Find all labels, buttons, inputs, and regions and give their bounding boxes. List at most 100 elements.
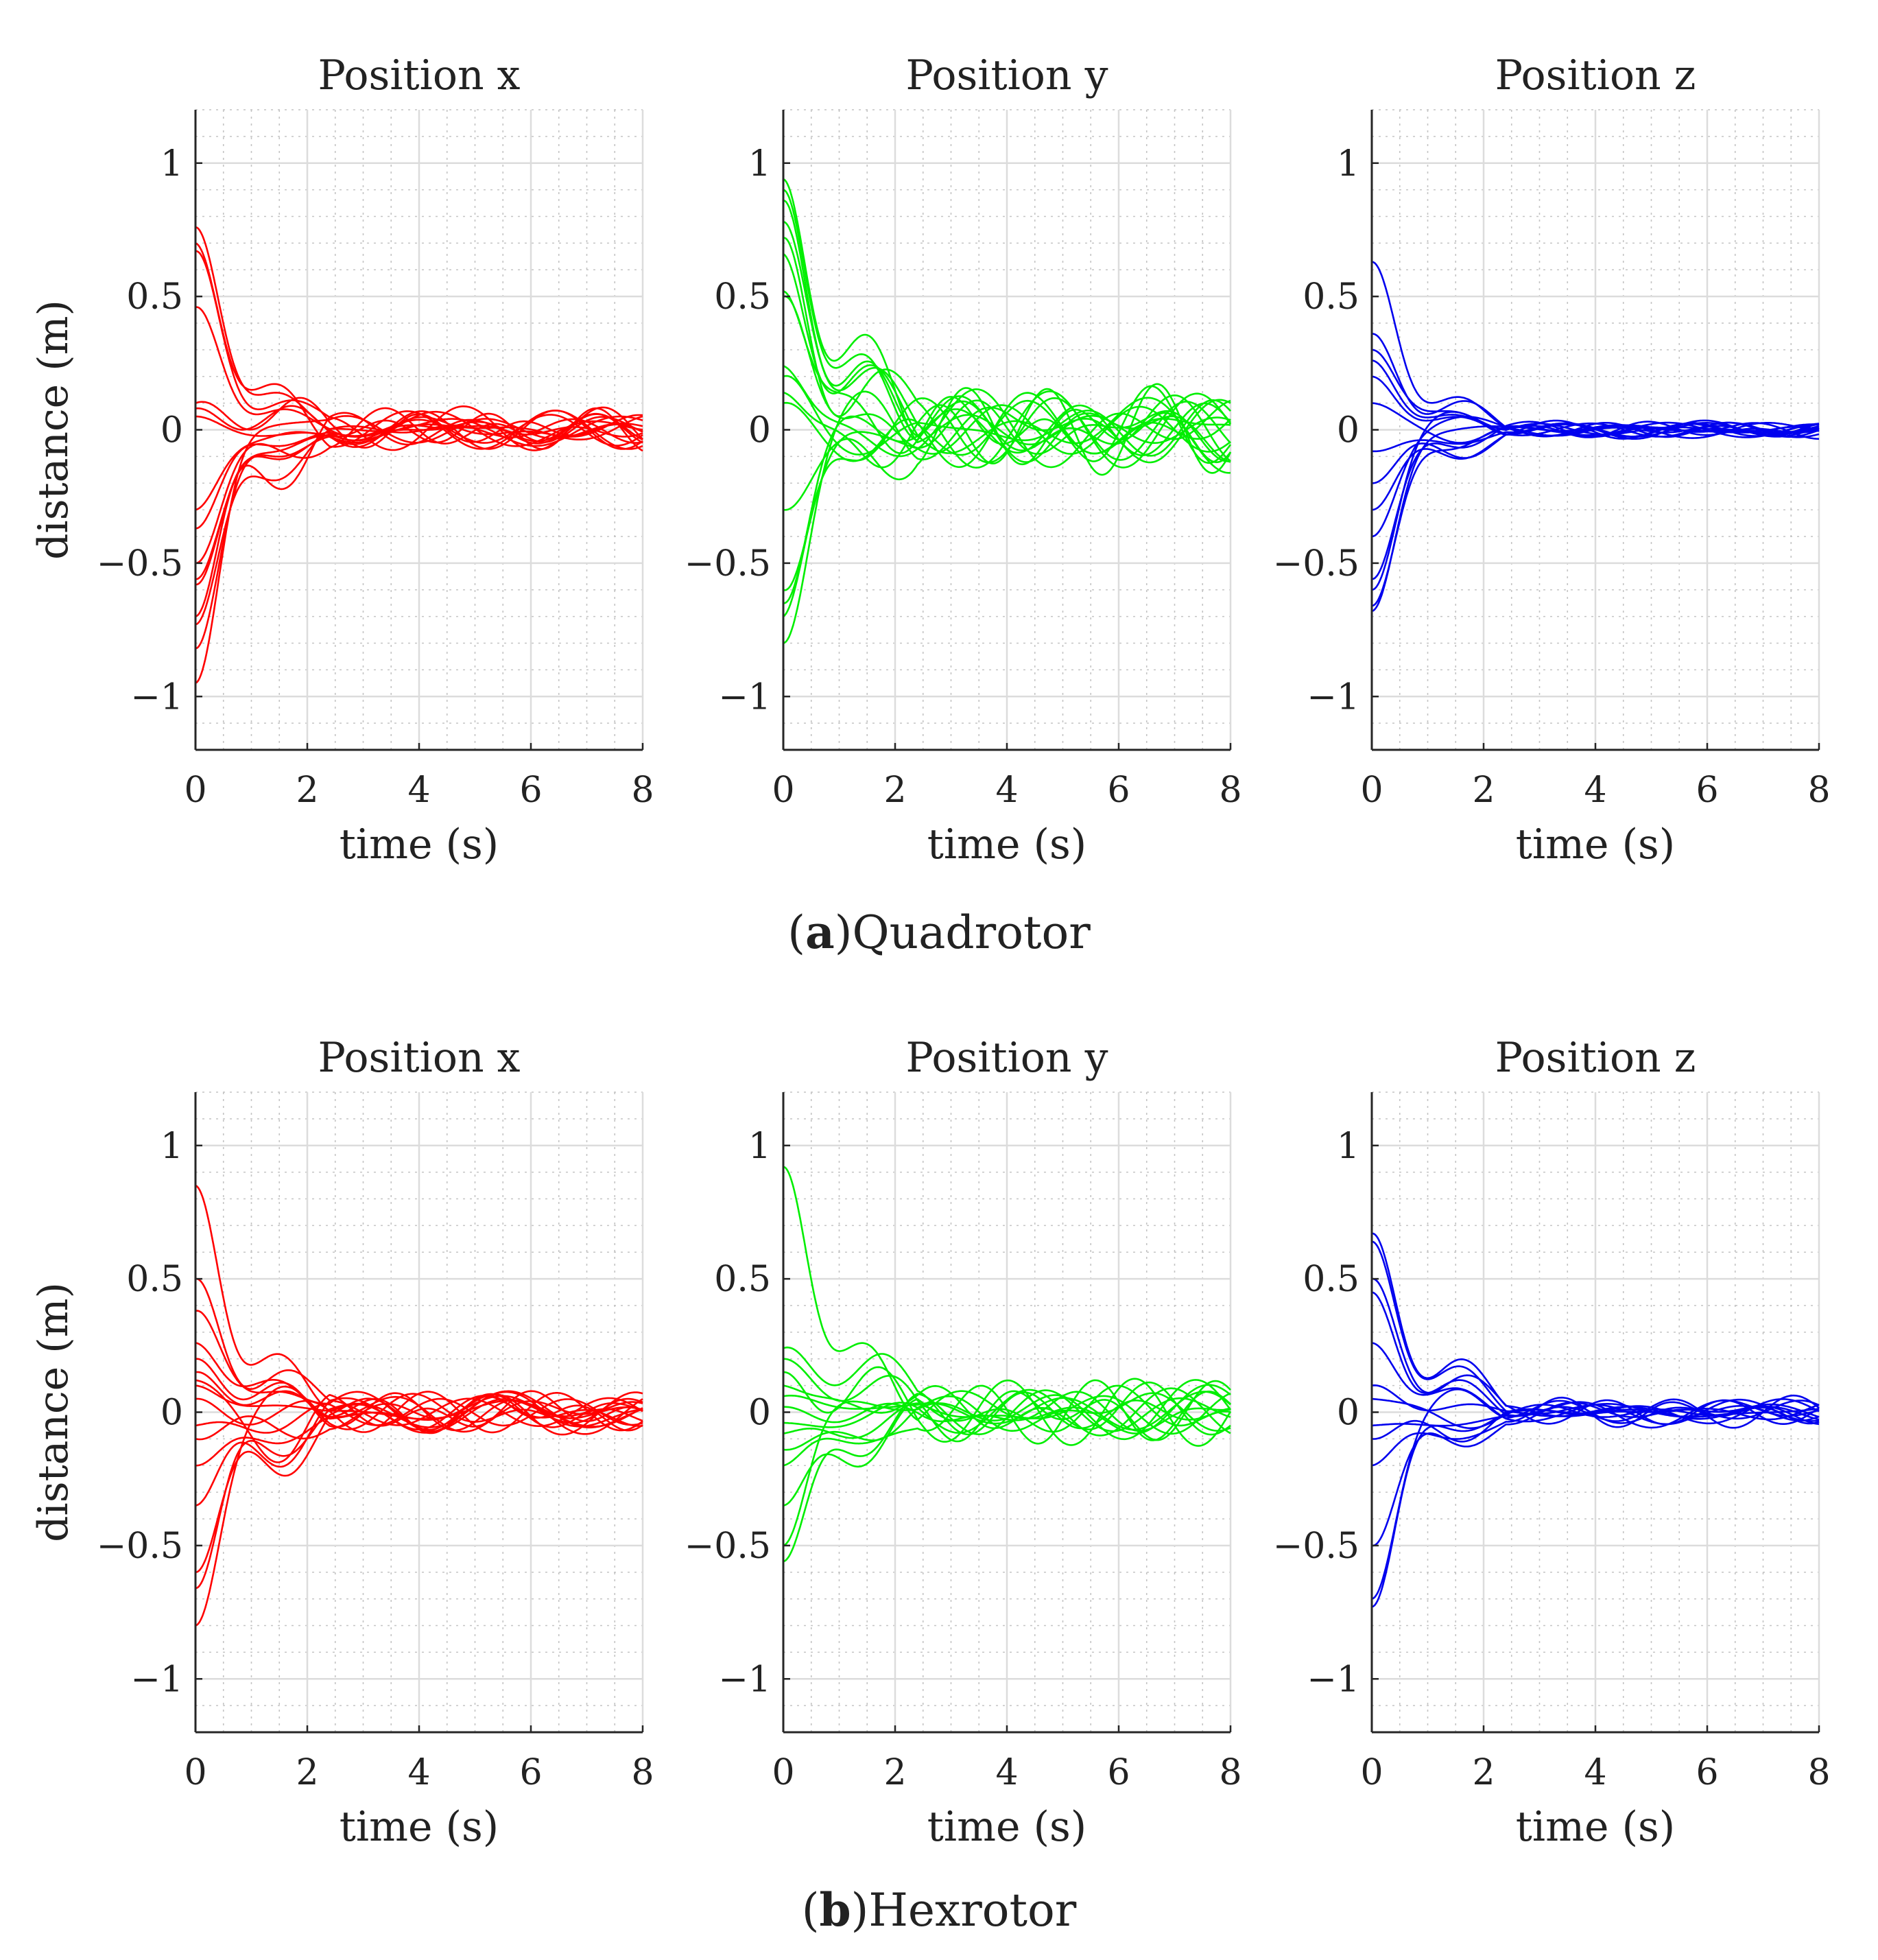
y-tick-label: −1 bbox=[718, 676, 771, 718]
x-tick-label: 0 bbox=[184, 770, 206, 811]
chart-title: Position y bbox=[905, 51, 1108, 99]
series-line bbox=[1371, 261, 1820, 438]
y-tick-label: 1 bbox=[748, 143, 771, 185]
y-tick-label: 0 bbox=[748, 410, 771, 451]
y-tick-label: 0.5 bbox=[714, 276, 771, 318]
series-line bbox=[195, 1391, 643, 1590]
x-axis-label: time (s) bbox=[927, 820, 1086, 869]
y-tick-label: 0 bbox=[1337, 1393, 1359, 1434]
series-line bbox=[783, 1391, 1231, 1432]
series-line bbox=[195, 1384, 643, 1428]
chart-title: Position z bbox=[1495, 51, 1696, 99]
x-tick-label: 0 bbox=[184, 1752, 206, 1793]
x-tick-label: 0 bbox=[1360, 1752, 1383, 1793]
y-axis-label: distance (m) bbox=[29, 300, 78, 560]
y-tick-label: 1 bbox=[161, 143, 183, 185]
y-axis-label: distance (m) bbox=[29, 1282, 78, 1542]
y-tick-label: −1 bbox=[130, 676, 183, 718]
series-line bbox=[783, 252, 1231, 474]
y-tick-label: 1 bbox=[1337, 1126, 1359, 1167]
x-tick-label: 8 bbox=[1219, 1752, 1241, 1793]
subplot: 0 2 4 6 8 −1 −0.5 0 0.5 1 Position y time (s) bbox=[685, 1034, 1242, 1851]
x-axis-label: time (s) bbox=[927, 1803, 1086, 1851]
series-line bbox=[1371, 1400, 1820, 1547]
x-tick-label: 4 bbox=[1584, 770, 1606, 811]
x-tick-label: 2 bbox=[883, 1752, 906, 1793]
x-tick-label: 8 bbox=[1807, 1752, 1830, 1793]
series-line bbox=[1371, 422, 1820, 613]
x-tick-label: 6 bbox=[1696, 1752, 1718, 1793]
x-tick-label: 6 bbox=[519, 1752, 542, 1793]
y-tick-label: −1 bbox=[130, 1659, 183, 1700]
series-line bbox=[783, 397, 1231, 617]
caption-letter: b bbox=[819, 1883, 851, 1937]
series-line bbox=[1371, 1388, 1820, 1600]
series-line bbox=[195, 414, 643, 445]
y-tick-label: −0.5 bbox=[685, 1526, 771, 1567]
y-tick-label: 1 bbox=[748, 1126, 771, 1167]
x-axis-label: time (s) bbox=[1516, 820, 1675, 869]
chart-title: Position x bbox=[318, 1034, 520, 1082]
series-line bbox=[783, 1389, 1231, 1563]
y-tick-label: −1 bbox=[718, 1659, 771, 1700]
series-line bbox=[1371, 1398, 1820, 1608]
caption-hexrotor: (b)Hexrotor bbox=[801, 1883, 1077, 1937]
subplot: 0 2 4 6 8 −1 −0.5 0 0.5 1 Position y time (s) bbox=[685, 51, 1242, 869]
series-group bbox=[1371, 1232, 1820, 1608]
y-tick-label: 1 bbox=[161, 1126, 183, 1167]
x-tick-label: 4 bbox=[995, 770, 1018, 811]
series-line bbox=[783, 1384, 1231, 1507]
y-tick-label: 0 bbox=[161, 1393, 183, 1434]
y-tick-label: 0.5 bbox=[1303, 1259, 1359, 1300]
x-tick-label: 4 bbox=[407, 770, 430, 811]
y-tick-label: −0.5 bbox=[97, 1526, 183, 1567]
x-tick-label: 6 bbox=[1696, 770, 1718, 811]
series-line bbox=[1371, 1396, 1820, 1467]
chart-title: Position y bbox=[905, 1034, 1108, 1082]
series-line bbox=[783, 404, 1231, 591]
x-axis-label: time (s) bbox=[340, 820, 499, 869]
series-line bbox=[1371, 1384, 1820, 1426]
subplot: 0 2 4 6 8 −1 −0.5 0 0.5 1 Position x time (s) distan… bbox=[29, 51, 654, 869]
series-line bbox=[783, 237, 1232, 469]
series-group bbox=[783, 178, 1232, 644]
series-group bbox=[195, 226, 643, 684]
x-tick-label: 4 bbox=[407, 1752, 430, 1793]
x-axis-label: time (s) bbox=[340, 1803, 499, 1851]
y-tick-label: −0.5 bbox=[1273, 1526, 1359, 1567]
series-group bbox=[195, 1184, 643, 1627]
x-tick-label: 2 bbox=[1472, 770, 1495, 811]
x-tick-label: 8 bbox=[631, 770, 654, 811]
series-line bbox=[195, 1395, 643, 1467]
subplot: 0 2 4 6 8 −1 −0.5 0 0.5 1 Position x time (s) distan… bbox=[29, 1034, 654, 1851]
y-tick-label: 0 bbox=[1337, 410, 1359, 451]
y-tick-label: 0.5 bbox=[1303, 276, 1359, 318]
series-line bbox=[195, 1393, 643, 1441]
series-line bbox=[783, 1392, 1231, 1451]
y-tick-label: 0.5 bbox=[126, 1259, 183, 1300]
x-tick-label: 0 bbox=[772, 770, 794, 811]
y-tick-label: −1 bbox=[1307, 1659, 1359, 1700]
series-line bbox=[783, 178, 1231, 446]
y-tick-label: 0.5 bbox=[126, 276, 183, 318]
x-tick-label: 0 bbox=[772, 1752, 794, 1793]
x-tick-label: 8 bbox=[631, 1752, 654, 1793]
y-tick-label: 1 bbox=[1337, 143, 1359, 185]
series-line bbox=[1371, 1405, 1820, 1443]
subplot: 0 2 4 6 8 −1 −0.5 0 0.5 1 Position z time (s) bbox=[1273, 51, 1831, 869]
x-tick-label: 8 bbox=[1219, 770, 1241, 811]
y-tick-label: −0.5 bbox=[1273, 543, 1359, 585]
chart-title: Position z bbox=[1495, 1034, 1696, 1082]
series-line bbox=[195, 1393, 643, 1574]
series-line bbox=[783, 375, 1231, 457]
x-tick-label: 6 bbox=[1107, 1752, 1130, 1793]
series-line bbox=[195, 1391, 643, 1434]
caption-letter: a bbox=[805, 906, 835, 959]
caption-label: Quadrotor bbox=[852, 906, 1091, 959]
x-tick-label: 6 bbox=[1107, 770, 1130, 811]
series-line bbox=[195, 1385, 643, 1627]
y-tick-label: −1 bbox=[1307, 676, 1359, 718]
series-line bbox=[1371, 421, 1820, 580]
x-tick-label: 4 bbox=[995, 1752, 1018, 1793]
